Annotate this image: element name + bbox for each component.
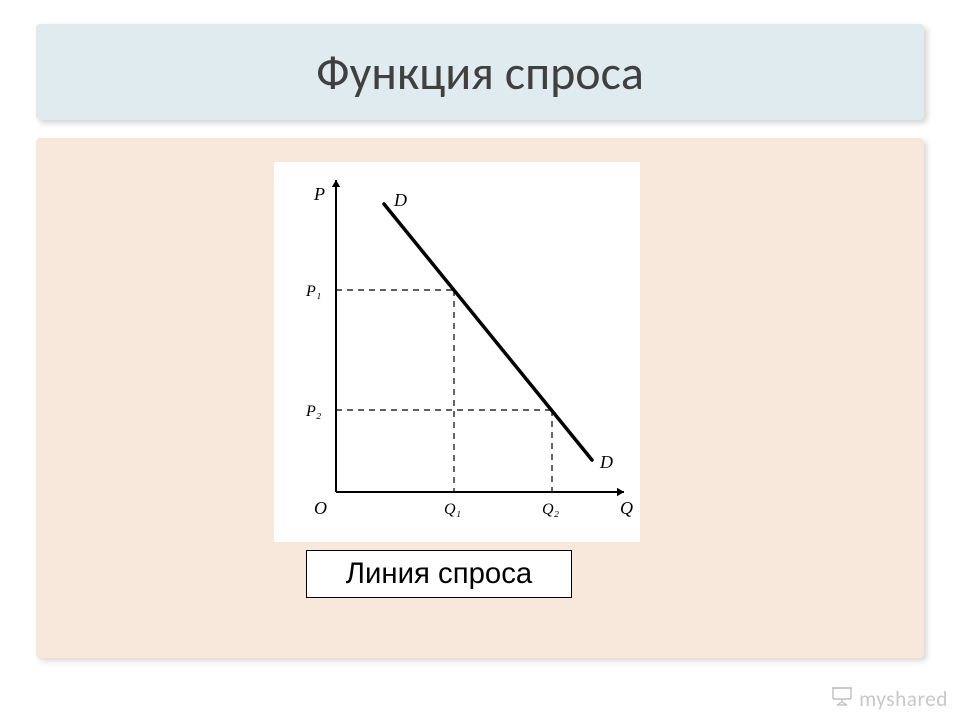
svg-text:P₂: P₂ bbox=[305, 403, 322, 420]
svg-text:Q: Q bbox=[620, 498, 633, 518]
watermark-text: myshared bbox=[859, 686, 948, 712]
svg-text:Q₂: Q₂ bbox=[542, 501, 560, 518]
svg-text:D: D bbox=[599, 452, 613, 472]
chart-caption-box: Линия спроса bbox=[306, 550, 572, 598]
svg-text:D: D bbox=[393, 190, 407, 210]
demand-chart-svg: P Q O D D P₁ Q₁ P₂ Q₂ bbox=[274, 162, 640, 542]
slide: Функция спроса P Q O D D P₁ Q₁ P₂ Q₂ Линия спрос… bbox=[0, 0, 960, 720]
svg-text:P: P bbox=[313, 184, 325, 204]
svg-text:Q₁: Q₁ bbox=[444, 501, 461, 518]
demand-chart: P Q O D D P₁ Q₁ P₂ Q₂ bbox=[274, 162, 640, 542]
svg-text:O: O bbox=[314, 498, 327, 518]
svg-text:P₁: P₁ bbox=[305, 283, 321, 300]
watermark: myshared bbox=[831, 686, 948, 712]
presentation-icon bbox=[831, 686, 853, 712]
slide-title: Функция спроса bbox=[316, 43, 644, 102]
title-bar: Функция спроса bbox=[36, 24, 924, 120]
content-panel: P Q O D D P₁ Q₁ P₂ Q₂ Линия спроса bbox=[36, 138, 924, 658]
chart-caption: Линия спроса bbox=[346, 557, 532, 591]
